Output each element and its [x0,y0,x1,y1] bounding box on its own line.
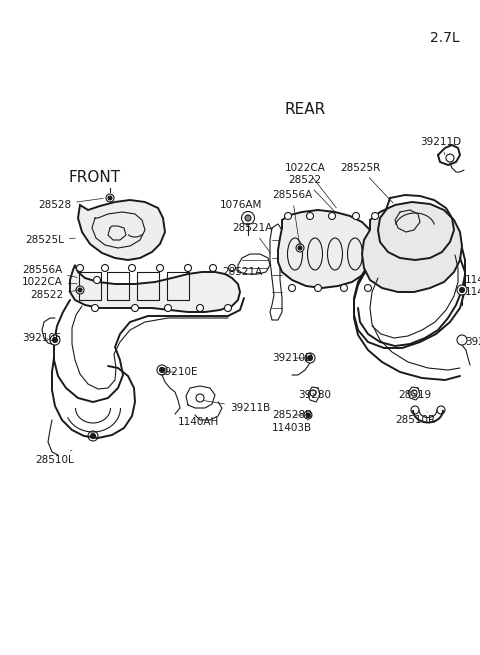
Text: 28521A: 28521A [232,223,272,253]
Text: 28528B: 28528B [272,410,312,420]
Circle shape [228,265,236,272]
Circle shape [101,265,108,272]
Text: 1140FZ: 1140FZ [462,287,480,297]
Circle shape [296,244,304,252]
Circle shape [78,288,82,292]
Circle shape [225,305,231,312]
Circle shape [52,337,58,343]
Circle shape [314,284,322,291]
Circle shape [459,288,465,293]
Circle shape [352,212,360,219]
Text: 28510L: 28510L [35,450,74,465]
Polygon shape [362,202,462,292]
Text: 39210F: 39210F [22,333,61,343]
Text: 39211D: 39211D [420,137,461,155]
Circle shape [159,367,165,373]
Circle shape [157,365,167,375]
Text: 28556A: 28556A [272,190,312,245]
Circle shape [184,265,192,272]
Circle shape [106,194,114,202]
Circle shape [306,413,310,417]
Text: 1140AA: 1140AA [465,275,480,289]
Circle shape [156,265,164,272]
Circle shape [129,265,135,272]
Circle shape [245,215,251,221]
Text: 1076AM: 1076AM [220,200,263,215]
Polygon shape [70,265,240,312]
Text: 28556A: 28556A [22,265,77,278]
Circle shape [165,305,171,312]
Text: 39211B: 39211B [203,400,270,413]
Circle shape [305,353,315,363]
Circle shape [364,284,372,291]
Circle shape [91,434,96,438]
Polygon shape [78,200,165,260]
Circle shape [288,284,296,291]
Text: REAR: REAR [284,102,325,117]
Circle shape [308,356,312,360]
Circle shape [132,305,139,312]
Text: 28528: 28528 [38,198,103,210]
Text: 1140AH: 1140AH [178,417,219,427]
Circle shape [92,305,98,312]
Text: 28519: 28519 [398,390,431,400]
Circle shape [76,286,84,294]
Text: 28522: 28522 [30,290,77,300]
Text: 39280: 39280 [298,390,331,400]
Circle shape [76,265,84,272]
Circle shape [285,212,291,219]
Circle shape [108,196,112,200]
Text: 28525R: 28525R [340,163,393,203]
Circle shape [340,284,348,291]
Text: FRONT: FRONT [69,170,121,185]
Circle shape [196,305,204,312]
Text: 11403B: 11403B [272,420,312,433]
Circle shape [372,212,379,219]
Circle shape [50,335,60,345]
Text: 1022CA: 1022CA [22,277,77,287]
Circle shape [209,265,216,272]
Text: 28510R: 28510R [395,412,435,425]
Circle shape [307,212,313,219]
Text: 39210E: 39210E [158,367,197,377]
Circle shape [457,285,467,295]
Polygon shape [278,210,376,288]
Text: 28525L: 28525L [25,235,75,245]
Circle shape [457,335,467,345]
Text: 28522: 28522 [288,175,336,213]
Text: 2.7L: 2.7L [430,31,460,45]
Text: 1022CA: 1022CA [285,163,336,208]
Circle shape [94,276,100,284]
Text: 39210D: 39210D [272,353,313,363]
Text: 39210G: 39210G [462,337,480,347]
Text: 28521A: 28521A [222,267,262,277]
Circle shape [304,411,312,419]
Circle shape [328,212,336,219]
Circle shape [298,246,302,250]
Circle shape [241,212,254,225]
